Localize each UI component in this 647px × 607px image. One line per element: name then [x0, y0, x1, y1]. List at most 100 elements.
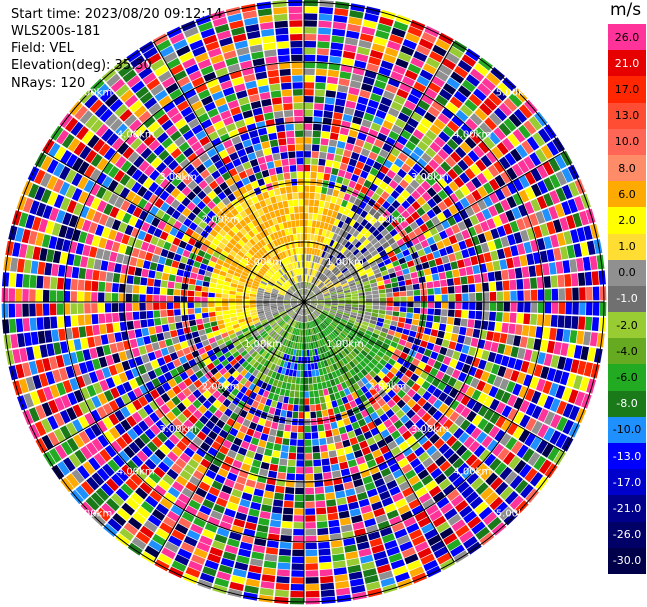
radar-gate: [234, 242, 243, 250]
radar-gate: [275, 326, 281, 333]
radar-gate: [338, 299, 345, 302]
radar-gate: [131, 247, 140, 258]
radar-gate: [413, 429, 424, 440]
radar-gate: [541, 443, 554, 458]
radar-gate: [348, 16, 363, 26]
radar-gate: [195, 285, 202, 292]
radar-gate: [583, 331, 591, 346]
radar-gate: [442, 237, 451, 247]
radar-gate: [148, 102, 162, 115]
radar-gate: [291, 298, 298, 301]
radar-gate: [254, 452, 263, 462]
radar-gate: [111, 303, 119, 313]
radar-gate: [181, 511, 195, 523]
radar-gate: [104, 303, 112, 313]
radar-gate: [125, 293, 132, 302]
radar-gate: [500, 185, 512, 198]
radar-gate: [231, 135, 242, 145]
radar-gate: [500, 486, 514, 500]
radar-gate: [287, 289, 294, 294]
radar-gate: [574, 196, 585, 211]
radar-gate: [246, 262, 254, 269]
radar-gate: [344, 37, 359, 46]
radar-gate: [436, 497, 450, 509]
radar-gate: [373, 329, 381, 335]
radar-gate: [365, 343, 373, 350]
radar-gate: [89, 246, 98, 258]
radar-gate: [357, 132, 367, 141]
radar-gate: [452, 269, 460, 278]
radar-gate: [441, 294, 448, 302]
radar-gate: [350, 246, 357, 253]
radar-gate: [155, 325, 163, 334]
radar-gate: [126, 321, 134, 330]
radar-gate: [235, 302, 243, 306]
radar-gate: [128, 215, 138, 227]
radar-gate: [460, 276, 468, 285]
radar-gate: [412, 313, 420, 320]
radar-gate: [183, 464, 196, 475]
radar-gate: [284, 295, 291, 299]
radar-gate: [328, 286, 335, 291]
radar-gate: [580, 242, 589, 257]
radar-gate: [316, 294, 323, 298]
radar-gate: [360, 424, 370, 434]
radar-gate: [354, 198, 362, 207]
radar-gate: [383, 159, 393, 169]
radar-gate: [277, 366, 283, 374]
radar-gate: [562, 419, 574, 435]
radar-gate: [224, 258, 233, 265]
radar-gate: [328, 519, 340, 528]
radar-gate: [348, 129, 359, 138]
radar-gate: [286, 317, 291, 323]
radar-gate: [437, 330, 445, 339]
radar-gate: [402, 346, 411, 355]
radar-gate: [171, 210, 181, 220]
radar-gate: [109, 251, 118, 262]
radar-gate: [503, 345, 513, 356]
radar-gate: [343, 149, 352, 158]
radar-gate: [360, 339, 367, 346]
radar-gate: [301, 308, 303, 315]
radar-gate: [465, 454, 478, 467]
radar-gate: [395, 572, 410, 583]
radar-gate: [17, 258, 25, 273]
radar-gate: [294, 306, 300, 312]
radar-gate: [41, 402, 53, 417]
radar-gate: [327, 315, 334, 321]
radar-gate: [329, 239, 335, 247]
radar-gate: [176, 391, 187, 402]
radar-gate: [330, 196, 338, 204]
radar-gate: [52, 250, 62, 264]
radar-gate: [95, 248, 105, 259]
radar-gate: [56, 129, 69, 145]
radar-gate: [496, 248, 506, 260]
radar-gate: [362, 475, 373, 485]
radar-gate: [321, 596, 336, 604]
radar-gate: [338, 367, 345, 375]
radar-gate: [328, 273, 335, 279]
radar-gate: [400, 374, 410, 384]
radar-gate: [358, 462, 368, 472]
radar-gate: [336, 140, 346, 149]
radar-gate: [71, 157, 84, 172]
radar-gate: [244, 363, 252, 372]
radar-gate: [304, 54, 316, 62]
radar-gate: [48, 236, 58, 249]
radar-gate: [226, 538, 240, 548]
radar-gate: [244, 585, 259, 594]
radar-gate: [326, 343, 332, 351]
radar-gate: [382, 143, 393, 153]
radar-gate: [305, 563, 318, 570]
radar-gate: [488, 425, 500, 439]
radar-gate: [411, 201, 421, 211]
radar-gate: [291, 570, 304, 577]
radar-gate: [333, 319, 340, 324]
radar-gate: [350, 174, 359, 183]
radar-gate: [141, 222, 151, 232]
radar-gate: [371, 332, 379, 339]
radar-gate: [379, 346, 387, 354]
radar-gate: [432, 515, 447, 528]
radar-gate: [207, 553, 221, 564]
radar-gate: [260, 433, 269, 442]
